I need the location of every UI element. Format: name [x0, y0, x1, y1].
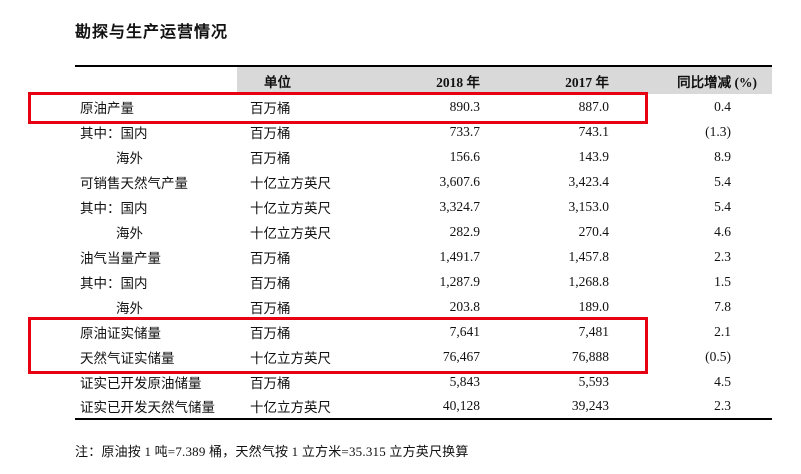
cell-unit: 百万桶: [250, 375, 291, 391]
table-row: 证实已开发原油储量 百万桶 5,843 5,593 4.5: [75, 369, 772, 394]
cell-2017: 887.0: [578, 98, 609, 114]
cell-change: (0.5): [705, 348, 731, 364]
cell-2017: 3,153.0: [568, 198, 610, 214]
cell-2018: 1,491.7: [439, 248, 481, 264]
cell-label: 海外: [116, 150, 143, 166]
cell-2018: 40,128: [442, 398, 480, 413]
cell-label: 其中：国内: [80, 125, 148, 141]
cell-2018: 203.8: [449, 298, 480, 314]
cell-unit: 十亿立方英尺: [250, 225, 331, 241]
table-row: 其中：国内 百万桶 733.7 743.1 (1.3): [75, 119, 772, 144]
cell-change: 5.4: [714, 198, 731, 214]
table-row: 天然气证实储量 十亿立方英尺 76,467 76,888 (0.5): [75, 344, 772, 369]
cell-change: 1.5: [714, 273, 731, 289]
cell-label: 其中：国内: [80, 200, 148, 216]
footnote: 注：原油按 1 吨=7.389 桶，天然气按 1 立方米=35.315 立方英尺…: [75, 444, 469, 459]
cell-change: 2.3: [714, 398, 731, 413]
cell-label: 其中：国内: [80, 275, 148, 291]
cell-change: 7.8: [714, 298, 731, 314]
table-row: 原油证实储量 百万桶 7,641 7,481 2.1: [75, 319, 772, 344]
cell-change: 2.1: [714, 323, 731, 339]
cell-2018: 733.7: [449, 123, 480, 139]
cell-2018: 3,324.7: [439, 198, 481, 214]
cell-2017: 3,423.4: [568, 173, 610, 189]
data-table: 单位 2018 年 2017 年 同比增减 (%) 原油产量 百万桶 890.3 88…: [75, 65, 772, 420]
header-cell-2017: 2017 年: [490, 66, 618, 94]
cell-change: 4.5: [714, 373, 731, 389]
cell-change: (1.3): [705, 123, 731, 139]
cell-label: 原油产量: [80, 100, 134, 116]
cell-2017: 76,888: [571, 348, 609, 364]
table-row: 原油产量 百万桶 890.3 887.0 0.4: [75, 94, 772, 119]
table-body: 原油产量 百万桶 890.3 887.0 0.4 其中：国内 百万桶 733.7 743.1 (1…: [75, 94, 772, 419]
table-row: 海外 百万桶 156.6 143.9 8.9: [75, 144, 772, 169]
cell-2017: 5,593: [578, 373, 609, 389]
cell-label: 油气当量产量: [80, 250, 161, 266]
table-row: 可销售天然气产量 十亿立方英尺 3,607.6 3,423.4 5.4: [75, 169, 772, 194]
cell-2017: 7,481: [578, 323, 609, 339]
cell-unit: 十亿立方英尺: [250, 175, 331, 191]
table-row: 证实已开发天然气储量 十亿立方英尺 40,128 39,243 2.3: [75, 394, 772, 419]
cell-unit: 百万桶: [250, 300, 291, 316]
cell-label: 证实已开发原油储量: [80, 375, 202, 391]
cell-2018: 5,843: [449, 373, 480, 389]
cell-2017: 1,268.8: [568, 273, 610, 289]
table-row: 其中：国内 十亿立方英尺 3,324.7 3,153.0 5.4: [75, 194, 772, 219]
table-row: 海外 百万桶 203.8 189.0 7.8: [75, 294, 772, 319]
table-row: 海外 十亿立方英尺 282.9 270.4 4.6: [75, 219, 772, 244]
cell-2017: 1,457.8: [568, 248, 610, 264]
cell-2017: 743.1: [578, 123, 609, 139]
cell-2017: 270.4: [578, 223, 609, 239]
table-row: 油气当量产量 百万桶 1,491.7 1,457.8 2.3: [75, 244, 772, 269]
cell-unit: 十亿立方英尺: [250, 350, 331, 366]
cell-2018: 7,641: [449, 323, 480, 339]
cell-2017: 143.9: [578, 148, 609, 164]
cell-change: 4.6: [714, 223, 731, 239]
cell-2018: 76,467: [442, 348, 480, 364]
table-header: 单位 2018 年 2017 年 同比增减 (%): [75, 66, 772, 94]
cell-change: 8.9: [714, 148, 731, 164]
header-cell-change: 同比增减 (%): [618, 66, 772, 94]
cell-2018: 1,287.9: [439, 273, 481, 289]
cell-2018: 3,607.6: [439, 173, 481, 189]
cell-label: 海外: [116, 225, 143, 241]
cell-unit: 百万桶: [250, 100, 291, 116]
cell-unit: 百万桶: [250, 250, 291, 266]
cell-unit: 百万桶: [250, 125, 291, 141]
header-cell-label: [75, 66, 237, 94]
cell-change: 0.4: [714, 98, 731, 114]
header-cell-2018: 2018 年: [345, 66, 490, 94]
cell-change: 2.3: [714, 248, 731, 264]
operations-table: 单位 2018 年 2017 年 同比增减 (%) 原油产量 百万桶 890.3 88…: [28, 65, 772, 420]
cell-label: 天然气证实储量: [80, 350, 175, 366]
cell-2017: 189.0: [578, 298, 609, 314]
cell-unit: 百万桶: [250, 325, 291, 341]
cell-unit: 百万桶: [250, 150, 291, 166]
cell-label: 可销售天然气产量: [80, 175, 188, 191]
cell-unit: 百万桶: [250, 275, 291, 291]
cell-unit: 十亿立方英尺: [250, 400, 331, 415]
page-title: 勘探与生产运营情况: [75, 24, 229, 41]
cell-change: 5.4: [714, 173, 731, 189]
cell-2017: 39,243: [571, 398, 609, 413]
cell-label: 原油证实储量: [80, 325, 161, 341]
header-cell-unit: 单位: [237, 66, 345, 94]
header-row: 单位 2018 年 2017 年 同比增减 (%): [75, 66, 772, 94]
cell-2018: 282.9: [449, 223, 480, 239]
cell-unit: 十亿立方英尺: [250, 200, 331, 216]
cell-label: 海外: [116, 300, 143, 316]
table-row: 其中：国内 百万桶 1,287.9 1,268.8 1.5: [75, 269, 772, 294]
cell-label: 证实已开发天然气储量: [80, 400, 215, 415]
cell-2018: 890.3: [449, 98, 480, 114]
cell-2018: 156.6: [449, 148, 480, 164]
